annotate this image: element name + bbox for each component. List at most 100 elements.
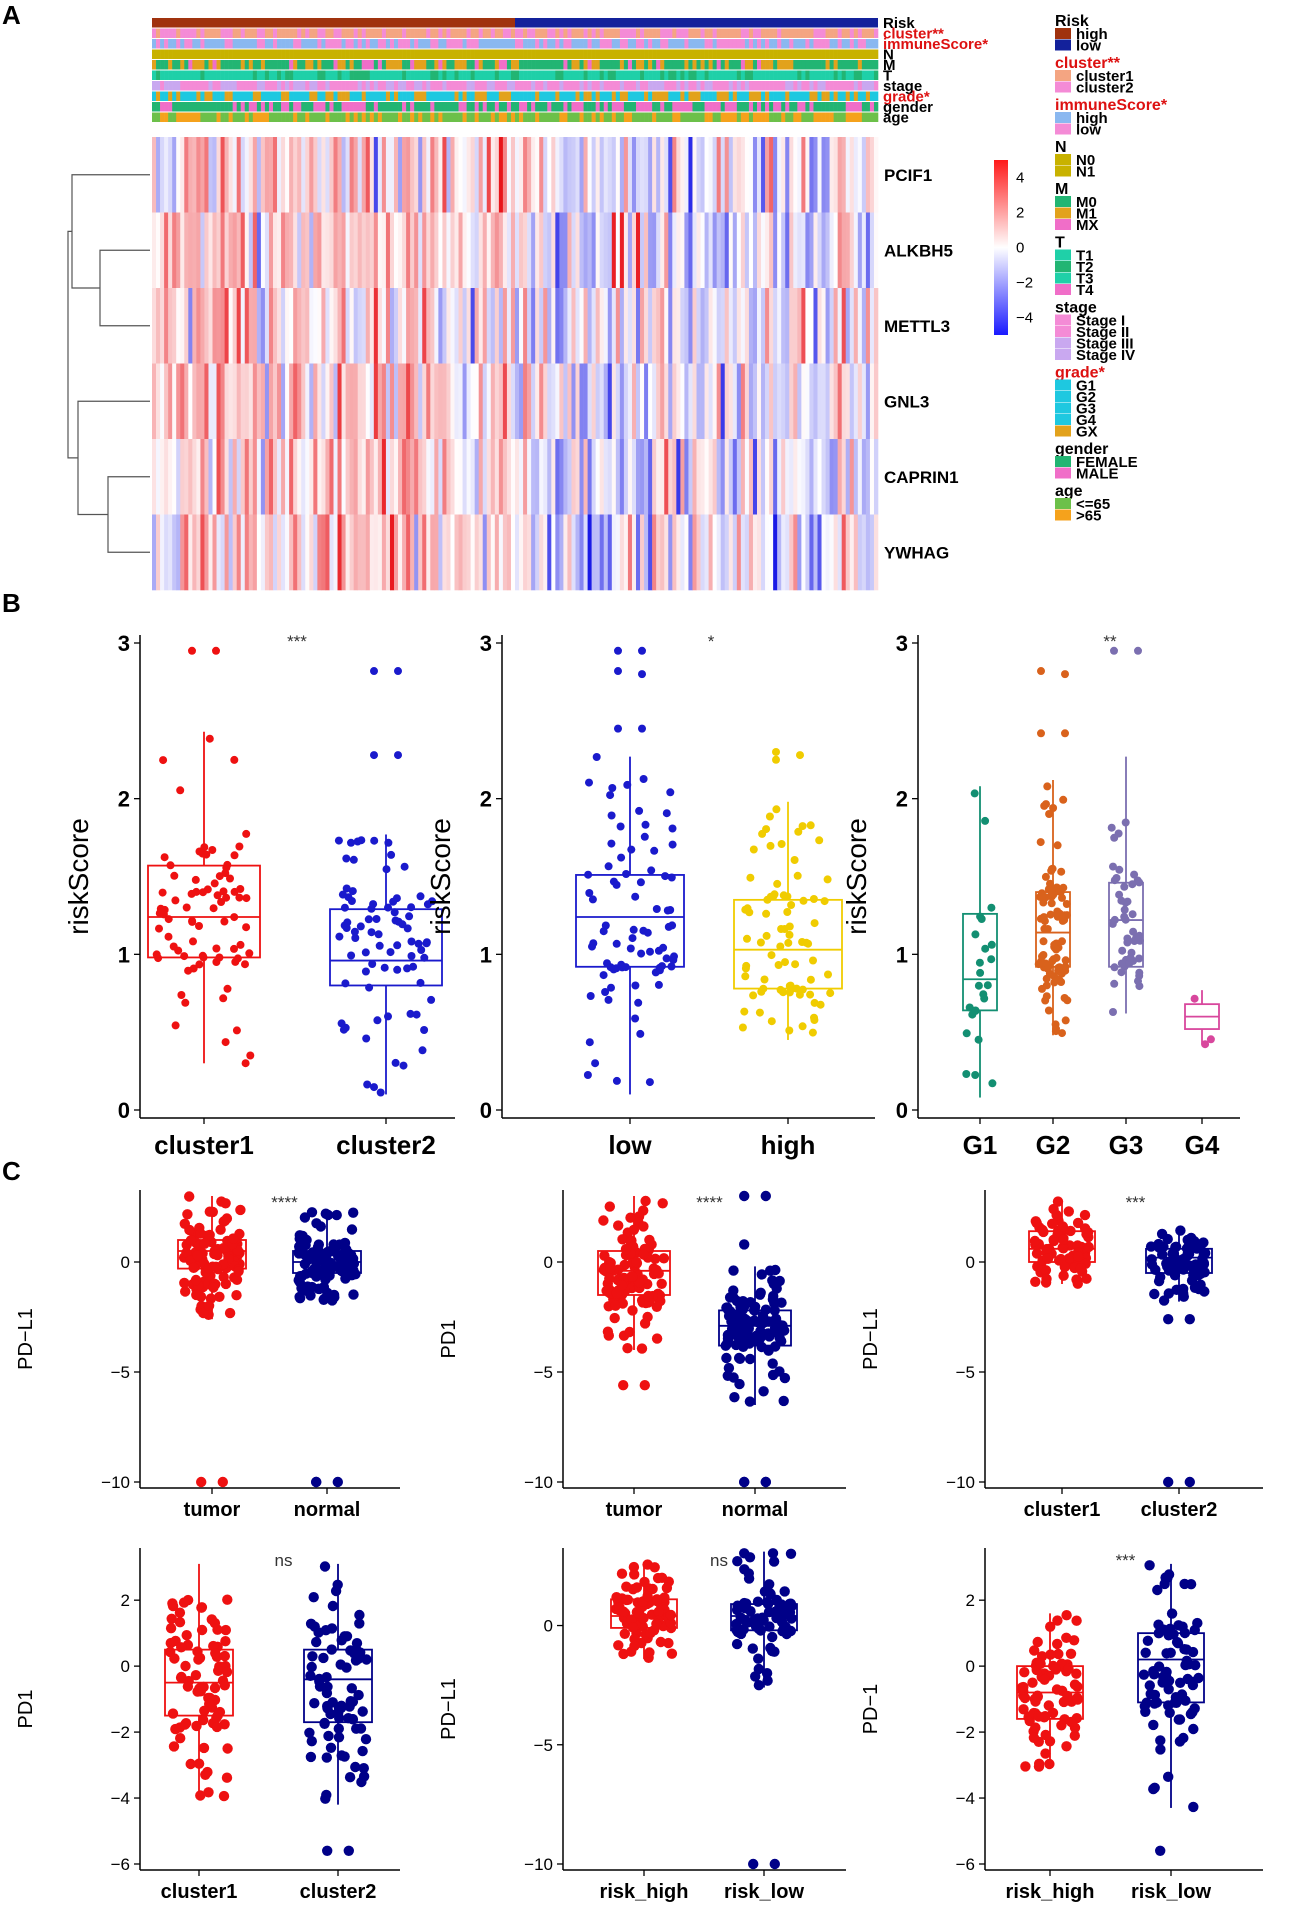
annotation-cell — [611, 39, 617, 49]
heatmap-cell — [603, 514, 609, 591]
annotation-cell — [418, 60, 423, 70]
heatmap-cell — [297, 514, 302, 591]
heatmap-cell — [414, 363, 419, 440]
data-point — [210, 1261, 222, 1273]
annotation-cell — [563, 60, 568, 70]
data-point — [585, 778, 593, 787]
heatmap-cell — [865, 514, 871, 591]
annotation-cell — [317, 28, 322, 38]
annotation-cell — [385, 70, 391, 80]
annotation-cell — [478, 112, 484, 122]
annotation-cell — [845, 39, 851, 49]
data-point — [391, 1058, 400, 1067]
annotation-cell — [740, 91, 746, 101]
data-point — [1166, 1608, 1178, 1619]
annotation-cell — [575, 49, 580, 59]
annotation-cell — [309, 28, 314, 38]
annotation-cell — [805, 102, 810, 112]
annotation-cell — [204, 28, 209, 38]
data-point — [311, 1218, 322, 1229]
annotation-cell — [623, 28, 629, 38]
annotation-cell — [252, 28, 258, 38]
heatmap-cell — [660, 137, 665, 213]
heatmap-cell — [442, 288, 447, 364]
annotation-cell — [337, 39, 342, 49]
annotation-cell — [204, 102, 209, 112]
heatmap-cell — [861, 212, 867, 289]
data-point — [1172, 1638, 1184, 1649]
data-point — [1180, 1695, 1191, 1706]
annotation-cell — [869, 49, 875, 59]
heatmap-cell — [406, 212, 411, 289]
annotation-cell — [656, 102, 661, 112]
heatmap-cell — [264, 439, 270, 515]
annotation-cell — [381, 39, 387, 49]
annotation-cell — [720, 102, 726, 112]
y-tick-label: −6 — [111, 1855, 130, 1874]
heatmap-cell — [430, 212, 435, 289]
heatmap-cell — [498, 439, 504, 515]
heatmap-cell — [281, 514, 286, 591]
annotation-cell — [636, 60, 641, 70]
annotation-cell — [797, 70, 802, 80]
annotation-cell — [301, 49, 306, 59]
data-point — [668, 840, 677, 849]
data-point — [607, 811, 616, 820]
annotation-cell — [196, 39, 201, 49]
data-point — [360, 1734, 372, 1745]
data-point — [1018, 1704, 1029, 1715]
data-point — [1031, 1248, 1043, 1259]
heatmap-cell — [781, 363, 786, 440]
annotation-cell — [869, 91, 875, 101]
annotation-cell — [357, 81, 363, 91]
data-point — [662, 954, 671, 963]
annotation-cell — [309, 60, 314, 70]
heatmap-cell — [381, 137, 387, 213]
heatmap-cell — [785, 137, 790, 213]
annotation-cell — [389, 39, 395, 49]
outlier-point — [212, 646, 220, 655]
data-point — [1083, 1241, 1094, 1253]
data-point — [347, 951, 356, 960]
annotation-cell — [341, 60, 346, 70]
annotation-cell — [365, 102, 371, 112]
annotation-cell — [652, 60, 657, 70]
annotation-cell — [636, 91, 641, 101]
annotation-cell — [385, 28, 391, 38]
annotation-cell — [168, 70, 173, 80]
heatmap-cell — [277, 137, 282, 213]
data-point — [1043, 782, 1052, 791]
heatmap-cell — [837, 288, 842, 364]
annotation-cell — [809, 91, 814, 101]
annotation-cell — [345, 39, 350, 49]
annotation-cell — [232, 91, 237, 101]
annotation-cell — [377, 39, 383, 49]
legend-swatch — [1055, 349, 1071, 360]
heatmap-cell — [571, 439, 576, 515]
annotation-cell — [696, 70, 701, 80]
annotation-cell — [152, 49, 157, 59]
category-label-cluster1: cluster1 — [161, 1881, 238, 1903]
annotation-cell — [615, 112, 621, 122]
data-point — [746, 873, 755, 882]
annotation-cell — [660, 102, 665, 112]
annotation-cell — [531, 28, 536, 38]
data-point — [368, 960, 377, 968]
y-tick-label: −5 — [534, 1363, 553, 1382]
annotation-cell — [644, 28, 649, 38]
annotation-cell — [160, 70, 165, 80]
heatmap-cell — [736, 514, 742, 591]
heatmap-cell — [313, 363, 318, 440]
legend-item-label: N0 — [1076, 152, 1095, 169]
heatmap-cell — [160, 514, 165, 591]
heatmap-cell — [595, 212, 600, 289]
heatmap-cell — [454, 439, 459, 515]
data-point — [322, 1209, 334, 1221]
annotation-cell — [297, 49, 302, 59]
annotation-cell — [289, 28, 294, 38]
data-point — [1058, 1234, 1069, 1245]
heatmap-cell — [474, 212, 479, 289]
annotation-cell — [579, 49, 584, 59]
data-point — [629, 1640, 640, 1652]
